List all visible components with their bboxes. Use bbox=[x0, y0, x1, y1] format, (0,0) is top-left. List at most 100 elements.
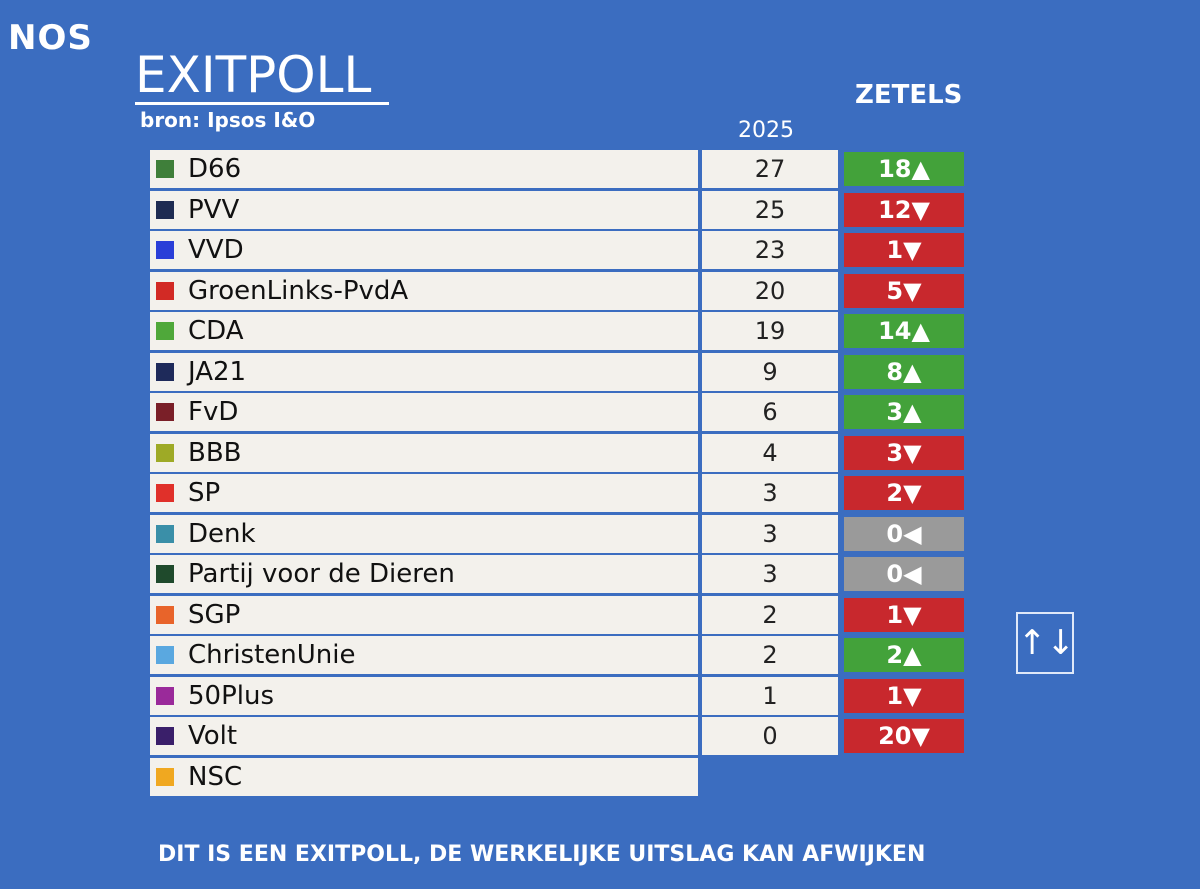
party-swatch bbox=[156, 767, 174, 786]
party-name: VVD bbox=[188, 235, 244, 265]
party-name: PVV bbox=[188, 194, 240, 225]
seats-cell bbox=[702, 352, 838, 391]
seats-value: 2 bbox=[762, 641, 778, 669]
seats-cell bbox=[702, 271, 838, 310]
party-name: CDA bbox=[188, 316, 244, 346]
change-cell: 2▲ bbox=[844, 638, 964, 672]
table-row: Volt 0 20▼ bbox=[150, 717, 970, 755]
seats-value: 4 bbox=[762, 438, 778, 467]
seats-cell bbox=[702, 312, 838, 350]
seats-cell bbox=[702, 150, 838, 188]
party-cell bbox=[150, 636, 698, 674]
party-name: ChristenUnie bbox=[188, 640, 356, 670]
party-name: NSC bbox=[188, 761, 243, 792]
party-cell bbox=[150, 393, 698, 431]
seats-cell bbox=[702, 676, 838, 715]
seats-cell bbox=[702, 231, 838, 269]
party-cell bbox=[150, 555, 698, 593]
party-name: BBB bbox=[188, 437, 242, 468]
party-swatch bbox=[156, 403, 174, 421]
party-name: Partij voor de Dieren bbox=[188, 559, 455, 589]
party-swatch bbox=[156, 686, 174, 705]
disclaimer: DIT IS EEN EXITPOLL, DE WERKELIJKE UITSL… bbox=[158, 842, 926, 867]
seats-value: 23 bbox=[754, 236, 786, 264]
party-cell bbox=[150, 352, 698, 391]
party-swatch bbox=[156, 241, 174, 259]
seats-cell bbox=[702, 514, 838, 553]
seats-value: 19 bbox=[754, 317, 786, 345]
table-row: ChristenUnie 2 2▲ bbox=[150, 636, 970, 674]
seats-label: ZETELS bbox=[855, 80, 963, 110]
change-cell: 3▼ bbox=[844, 435, 964, 470]
party-swatch bbox=[156, 160, 174, 178]
party-swatch bbox=[156, 646, 174, 664]
table-row: Partij voor de Dieren 3 0◀ bbox=[150, 555, 970, 593]
seats-value: 3 bbox=[762, 479, 778, 507]
seats-value: 20 bbox=[754, 276, 786, 305]
table-row: SP 3 2▼ bbox=[150, 474, 970, 512]
party-cell bbox=[150, 717, 698, 755]
seats-value: 25 bbox=[754, 195, 786, 224]
party-swatch bbox=[156, 200, 174, 219]
seats-value: 27 bbox=[754, 155, 786, 183]
table-row: SGP 2 1▼ bbox=[150, 595, 970, 634]
change-cell: 18▲ bbox=[844, 152, 964, 186]
title: EXITPOLL bbox=[135, 48, 390, 105]
party-cell bbox=[150, 595, 698, 634]
seats-value: 2 bbox=[762, 600, 778, 629]
party-name: D66 bbox=[188, 154, 242, 184]
table-row: NSC bbox=[150, 757, 970, 796]
party-name: GroenLinks-PvdA bbox=[188, 275, 409, 306]
table-row: GroenLinks-PvdA 20 5▼ bbox=[150, 271, 970, 310]
table-row: D66 27 18▲ bbox=[150, 150, 970, 188]
party-swatch bbox=[156, 443, 174, 462]
party-swatch bbox=[156, 322, 174, 340]
party-name: JA21 bbox=[188, 356, 247, 387]
party-name: Denk bbox=[188, 518, 256, 549]
seats-value: 1 bbox=[762, 681, 778, 710]
seats-value: 6 bbox=[762, 398, 778, 426]
seats-value: 9 bbox=[762, 357, 778, 386]
party-swatch bbox=[156, 281, 174, 300]
seats-cell bbox=[702, 433, 838, 472]
table-row: JA21 9 8▲ bbox=[150, 352, 970, 391]
seats-cell bbox=[702, 636, 838, 674]
table-row: VVD 23 1▼ bbox=[150, 231, 970, 269]
party-swatch bbox=[156, 524, 174, 543]
change-cell: 14▲ bbox=[844, 314, 964, 348]
change-cell: 0◀ bbox=[844, 516, 964, 551]
seats-value: 3 bbox=[762, 519, 778, 548]
change-cell: 12▼ bbox=[844, 192, 964, 227]
seats-cell bbox=[702, 190, 838, 229]
party-name: 50Plus bbox=[188, 680, 275, 711]
party-cell bbox=[150, 514, 698, 553]
table-row: CDA 19 14▲ bbox=[150, 312, 970, 350]
party-cell bbox=[150, 190, 698, 229]
change-cell: 5▼ bbox=[844, 273, 964, 308]
table-row: FvD 6 3▲ bbox=[150, 393, 970, 431]
party-name: Volt bbox=[188, 721, 238, 751]
party-cell bbox=[150, 271, 698, 310]
party-name: SGP bbox=[188, 599, 241, 630]
party-cell bbox=[150, 676, 698, 715]
party-cell bbox=[150, 312, 698, 350]
change-cell: 8▲ bbox=[844, 354, 964, 389]
table-row: PVV 25 12▼ bbox=[150, 190, 970, 229]
seats-value: 3 bbox=[762, 560, 778, 588]
change-cell: 2▼ bbox=[844, 476, 964, 510]
sort-button[interactable]: ↑↓ bbox=[1016, 612, 1075, 674]
seats-cell bbox=[702, 393, 838, 431]
table-row: 50Plus 1 1▼ bbox=[150, 676, 970, 715]
year: 2025 bbox=[738, 118, 794, 143]
party-name: FvD bbox=[188, 397, 239, 427]
party-name: SP bbox=[188, 478, 221, 508]
change-cell: 1▼ bbox=[844, 597, 964, 632]
party-cell bbox=[150, 757, 698, 796]
party-swatch bbox=[156, 362, 174, 381]
change-cell: 1▼ bbox=[844, 233, 964, 267]
seats-cell bbox=[702, 474, 838, 512]
party-cell bbox=[150, 474, 698, 512]
seats-cell bbox=[702, 595, 838, 634]
party-swatch bbox=[156, 484, 174, 502]
party-cell bbox=[150, 433, 698, 472]
